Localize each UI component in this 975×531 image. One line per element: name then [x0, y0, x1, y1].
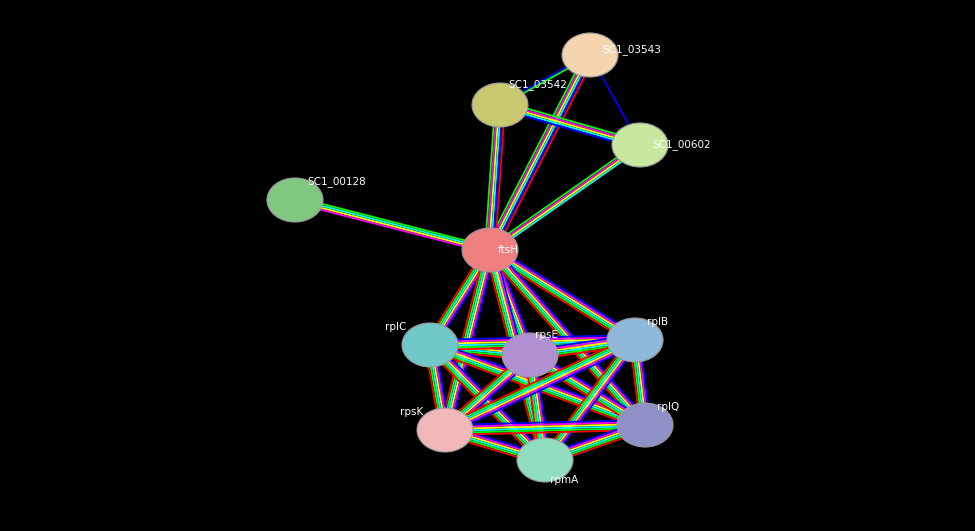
Text: SC1_03542: SC1_03542 — [508, 80, 566, 90]
Ellipse shape — [617, 403, 673, 447]
Ellipse shape — [502, 333, 558, 377]
Ellipse shape — [562, 33, 618, 77]
Text: rpsK: rpsK — [400, 407, 423, 417]
Ellipse shape — [612, 123, 668, 167]
Ellipse shape — [402, 323, 458, 367]
Text: rpmA: rpmA — [550, 475, 578, 485]
Text: rpsE: rpsE — [535, 330, 558, 340]
Text: rplQ: rplQ — [657, 402, 680, 412]
Ellipse shape — [472, 83, 528, 127]
Text: rplC: rplC — [385, 322, 407, 332]
Ellipse shape — [607, 318, 663, 362]
Ellipse shape — [462, 228, 518, 272]
Text: ftsH: ftsH — [498, 245, 519, 255]
Text: SC1_03543: SC1_03543 — [602, 45, 661, 55]
Ellipse shape — [417, 408, 473, 452]
Text: SC1_00602: SC1_00602 — [652, 140, 711, 150]
Ellipse shape — [517, 438, 573, 482]
Ellipse shape — [267, 178, 323, 222]
Text: SC1_00128: SC1_00128 — [307, 176, 366, 187]
Text: rplB: rplB — [647, 317, 668, 327]
